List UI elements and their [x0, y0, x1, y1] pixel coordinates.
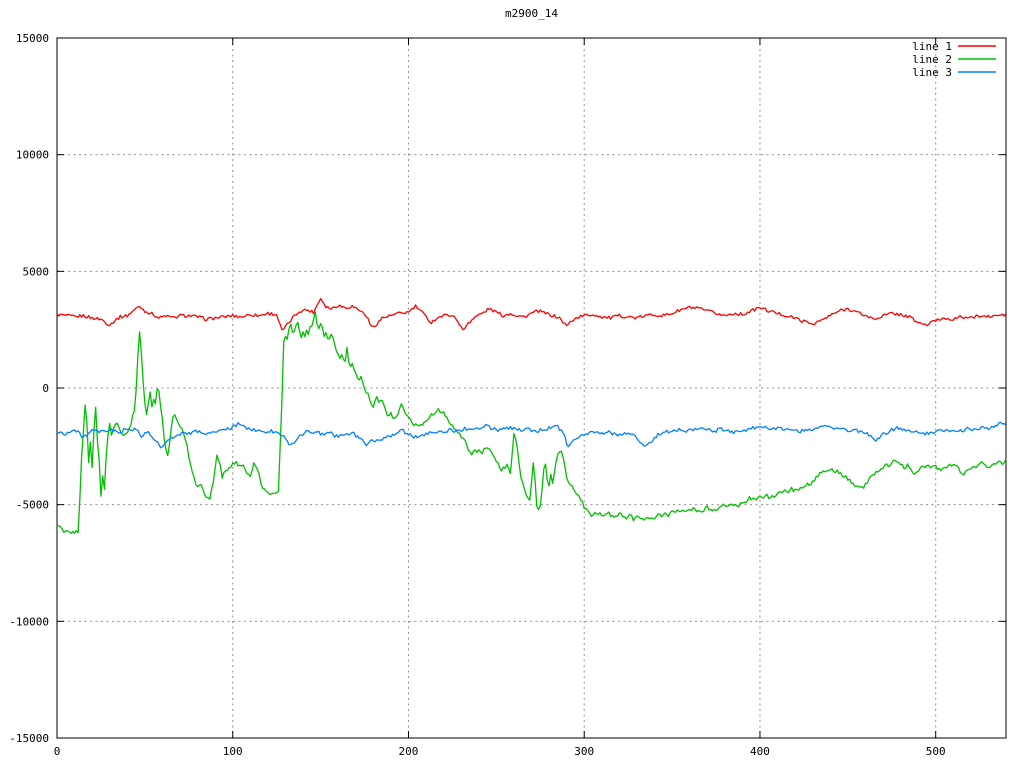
y-tick-label: 15000 [16, 32, 49, 45]
tick-labels: 0 100 200 300 400 500 -15000 -10000 -5000 0 5000 10… [9, 32, 945, 758]
x-tick-label: 500 [926, 745, 946, 758]
x-tick-label: 200 [399, 745, 419, 758]
y-tick-label: -10000 [9, 615, 49, 628]
tick-marks [56, 37, 1006, 739]
legend-entry: line 3 [912, 66, 996, 79]
x-tick-label: 0 [54, 745, 61, 758]
series-line-3 [56, 421, 1007, 449]
legend-label: line 1 [912, 40, 952, 53]
y-tick-label: 0 [42, 382, 49, 395]
y-tick-label: -5000 [16, 499, 49, 512]
series-line-2 [56, 311, 1007, 535]
legend-entry: line 2 [912, 53, 996, 66]
legend-label: line 3 [912, 66, 952, 79]
legend-entry: line 1 [912, 40, 996, 53]
x-tick-label: 400 [750, 745, 770, 758]
x-tick-label: 300 [574, 745, 594, 758]
grid-lines [57, 38, 1006, 738]
legend-label: line 2 [912, 53, 952, 66]
series-line-1 [56, 297, 1007, 331]
chart-title: m2900_14 [505, 7, 558, 20]
x-tick-label: 100 [223, 745, 243, 758]
y-tick-label: -15000 [9, 732, 49, 745]
y-tick-label: 5000 [23, 265, 50, 278]
y-tick-label: 10000 [16, 149, 49, 162]
